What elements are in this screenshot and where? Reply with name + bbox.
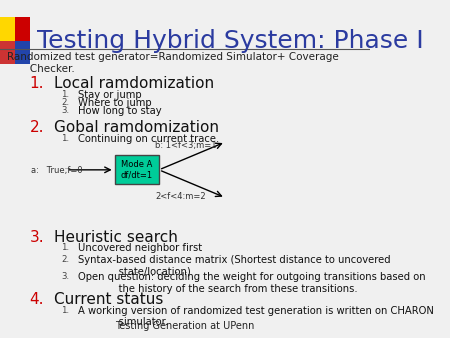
Text: 4.: 4.: [30, 292, 44, 307]
Text: a:   True;f=0: a: True;f=0: [32, 166, 83, 175]
Text: Uncovered neighbor first: Uncovered neighbor first: [77, 243, 202, 254]
Text: Stay or jump: Stay or jump: [77, 90, 141, 100]
Text: 3.: 3.: [61, 272, 69, 281]
Text: Gobal ramdomization: Gobal ramdomization: [54, 120, 219, 135]
Text: Where to jump: Where to jump: [77, 98, 151, 108]
Text: 2.: 2.: [30, 120, 44, 135]
Bar: [15, 17, 30, 41]
Text: A working version of randomized test generation is written on CHARON
           : A working version of randomized test gen…: [77, 306, 433, 328]
Bar: [115, 155, 159, 184]
Text: 1.: 1.: [61, 90, 69, 99]
Text: 3.: 3.: [30, 230, 44, 245]
Text: Syntax-based distance matrix (Shortest distance to uncovered
             state/: Syntax-based distance matrix (Shortest d…: [77, 255, 390, 277]
Text: 1.: 1.: [30, 76, 44, 91]
Text: Mode A
df/dt=1: Mode A df/dt=1: [121, 160, 153, 179]
Text: Heuristic search: Heuristic search: [54, 230, 177, 245]
Text: Local ramdomization: Local ramdomization: [54, 76, 214, 91]
Text: Continuing on current trace.: Continuing on current trace.: [77, 134, 219, 144]
Text: 2.: 2.: [61, 98, 69, 107]
Text: Randomized test generator=Randomized Simulator+ Coverage
       Checker.: Randomized test generator=Randomized Sim…: [7, 52, 339, 74]
Text: 1.: 1.: [61, 134, 69, 143]
Text: Open question: deciding the weight for outgoing transitions based on
           : Open question: deciding the weight for o…: [77, 272, 425, 294]
Text: 2<f<4:m=2: 2<f<4:m=2: [155, 192, 206, 200]
Text: Current status: Current status: [54, 292, 163, 307]
Text: Testing Hybrid System: Phase I: Testing Hybrid System: Phase I: [37, 29, 424, 53]
Bar: [15, 41, 30, 64]
Text: 1.: 1.: [61, 306, 69, 315]
Text: Testing Generation at UPenn: Testing Generation at UPenn: [115, 321, 255, 331]
Bar: [0, 41, 15, 64]
Text: How long to stay: How long to stay: [77, 106, 161, 117]
Text: 1.: 1.: [61, 243, 69, 252]
Text: b: 1<f<3;m=1: b: 1<f<3;m=1: [155, 141, 217, 150]
Bar: [0, 17, 15, 41]
Text: 3.: 3.: [61, 106, 69, 116]
Text: 2.: 2.: [61, 255, 69, 264]
